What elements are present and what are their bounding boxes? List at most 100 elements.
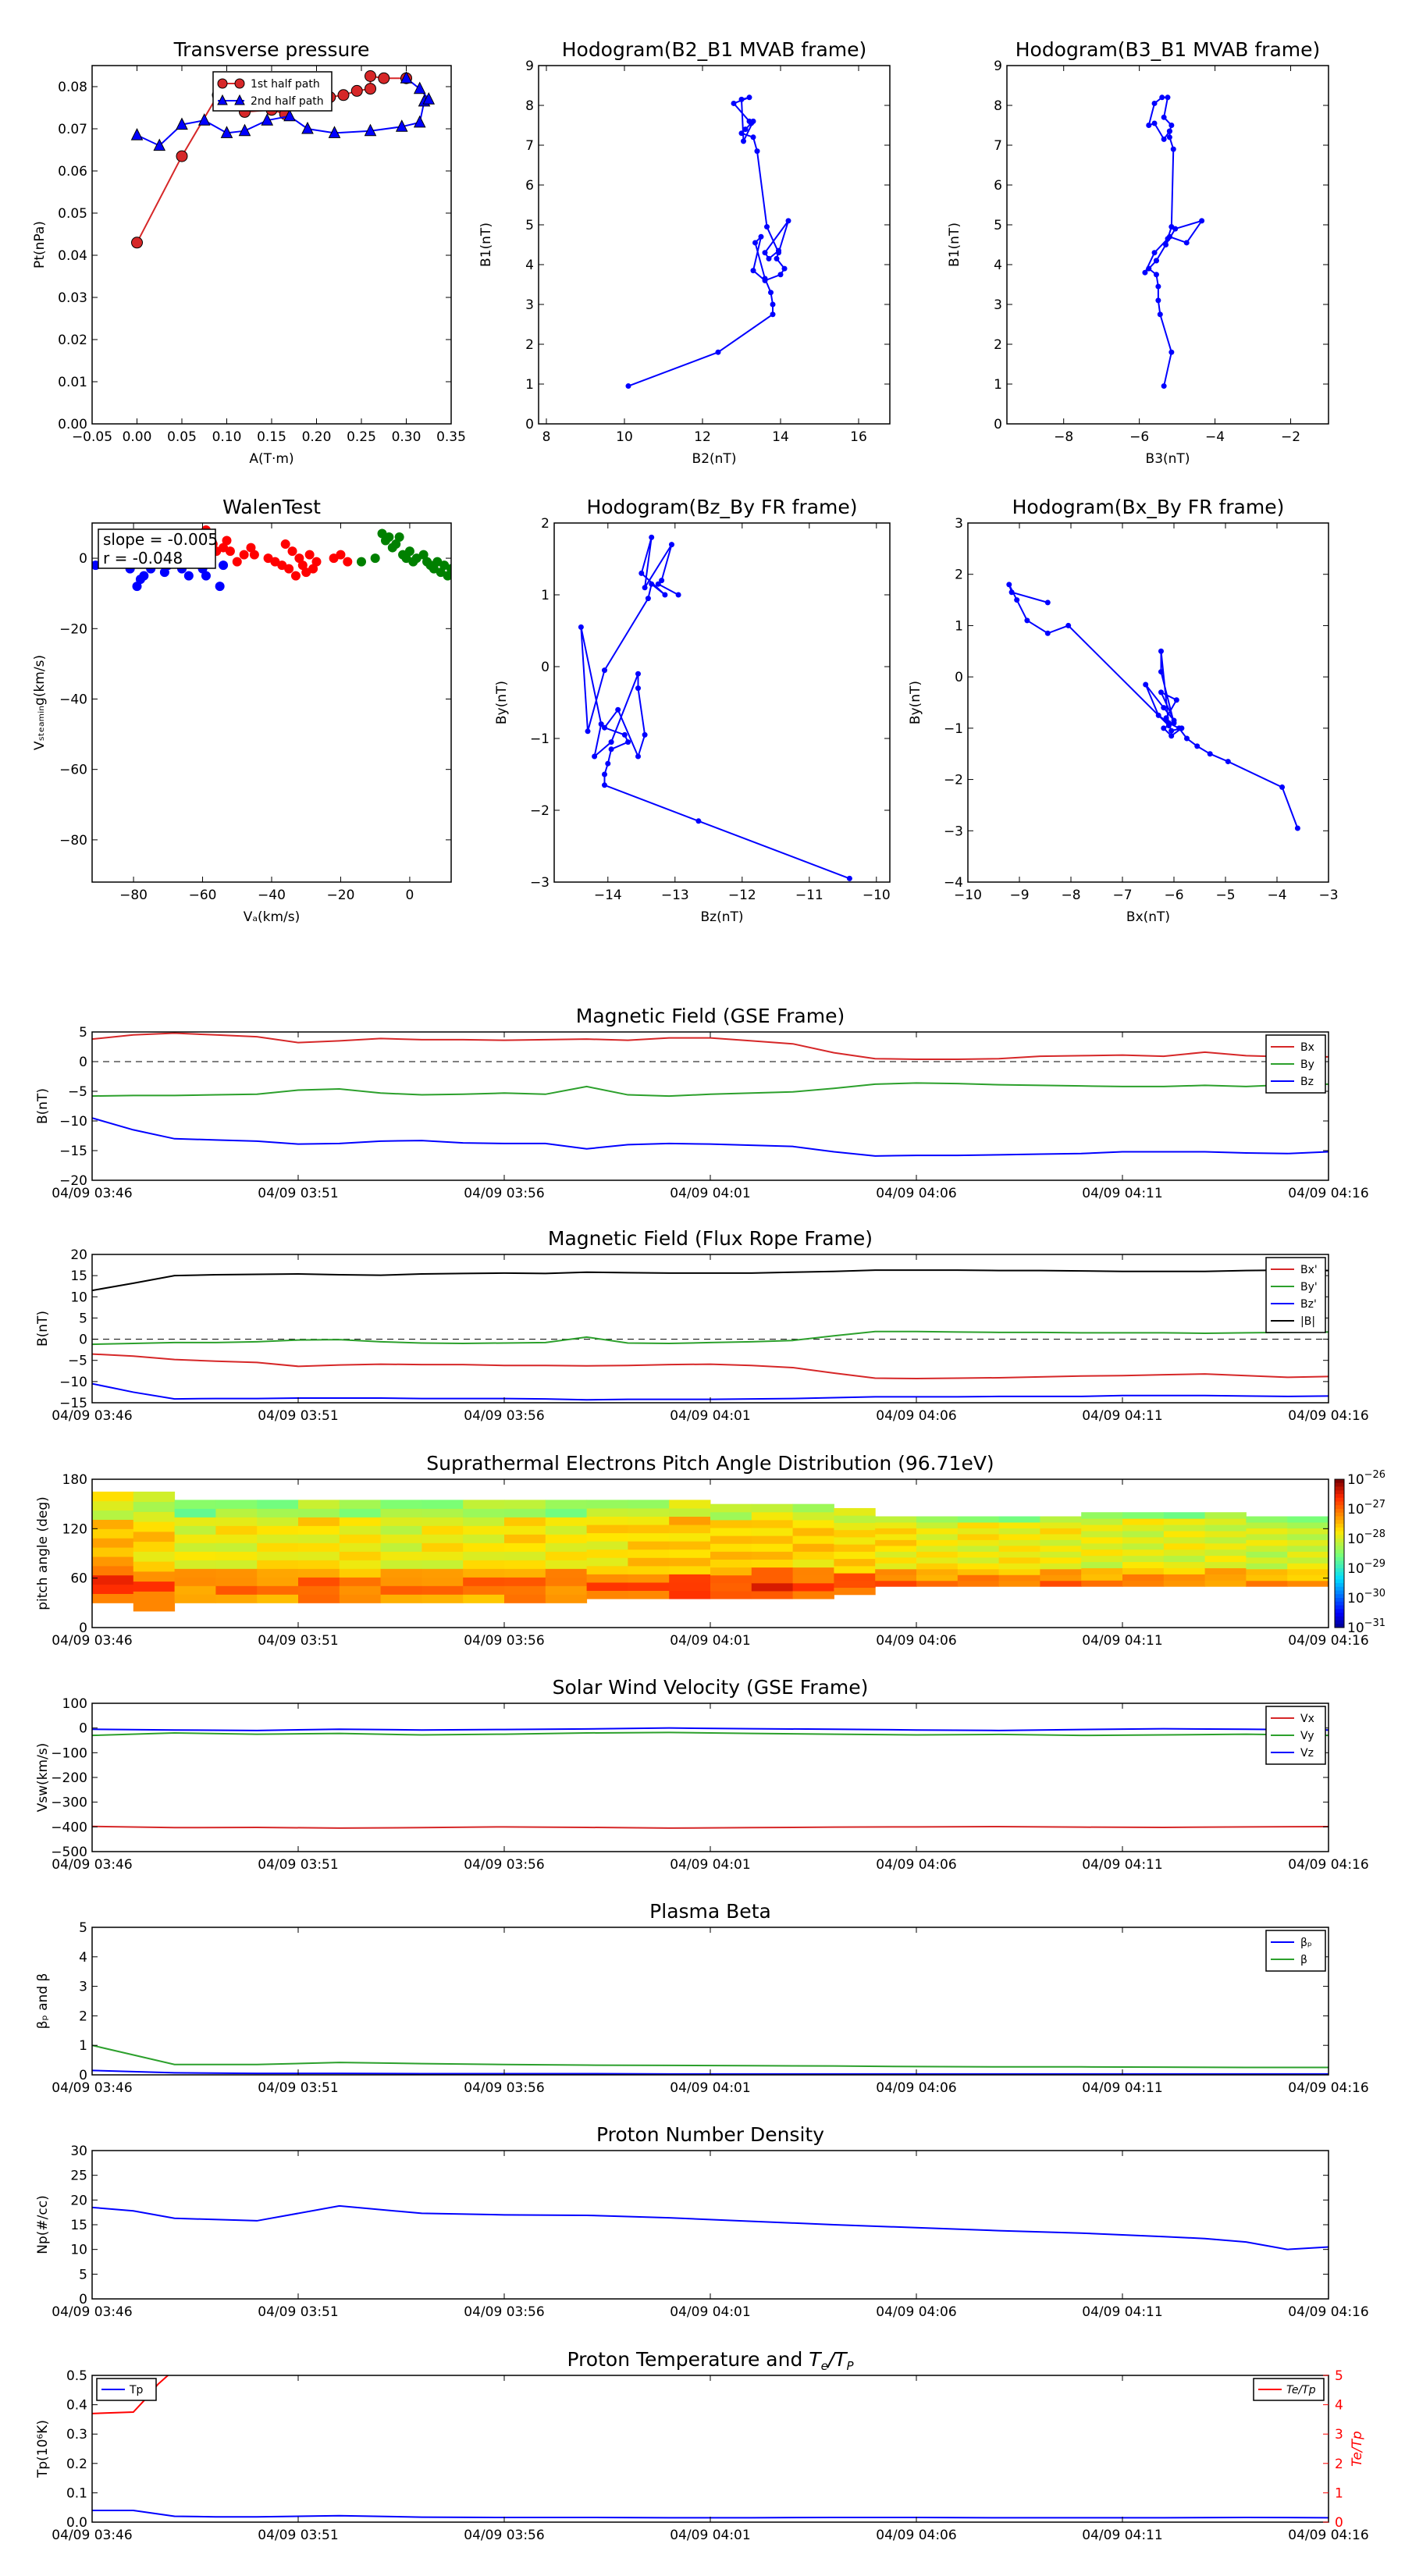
heatmap-cell — [215, 1577, 258, 1586]
heatmap-cell — [834, 1507, 876, 1516]
heatmap-cell — [628, 1549, 670, 1558]
heatmap-cell — [545, 1508, 588, 1517]
data-point — [1024, 617, 1030, 624]
heatmap-cell — [298, 1560, 340, 1569]
data-point — [1159, 94, 1165, 101]
plot-area — [92, 1491, 1329, 1612]
heatmap-cell — [916, 1551, 959, 1558]
heatmap-cell — [628, 1565, 670, 1574]
y-axis-label: pitch angle (deg) — [35, 1496, 51, 1610]
heatmap-cell — [710, 1551, 752, 1560]
x-tick-label: 14 — [772, 429, 789, 445]
legend-label: β — [1300, 1954, 1307, 1966]
heatmap-cell — [586, 1507, 628, 1517]
heatmap-cell — [174, 1534, 216, 1543]
data-point — [1161, 114, 1167, 120]
heatmap-cell — [1287, 1574, 1329, 1582]
panel-hodo_bxby: Hodogram(Bx_By FR frame)−10 −9 −8 −7 −6 −5 −4−… — [908, 496, 1339, 925]
heatmap-cell — [1163, 1567, 1206, 1574]
heatmap-cell — [1246, 1574, 1288, 1582]
scatter-point — [418, 550, 429, 560]
legend-marker — [217, 78, 228, 89]
heatmap-cell — [1246, 1533, 1288, 1540]
data-point — [592, 753, 598, 760]
heatmap-cell — [834, 1558, 876, 1567]
heatmap-cell — [957, 1568, 1000, 1575]
y-tick-label: 8 — [525, 98, 534, 114]
heatmap-cell — [998, 1580, 1040, 1587]
data-point — [635, 753, 641, 760]
heatmap-cell — [1040, 1563, 1082, 1570]
heatmap-cell — [339, 1542, 382, 1552]
y-tick-label: 2 — [541, 516, 550, 532]
colorbar-tick-exponent: −28 — [1364, 1528, 1385, 1540]
heatmap-cell — [257, 1517, 299, 1526]
heatmap-cell — [1246, 1539, 1288, 1546]
data-point — [1161, 383, 1167, 390]
data-point — [1155, 283, 1161, 290]
heatmap-cell — [133, 1561, 176, 1572]
x-tick-label: 04/09 03:46 — [52, 1408, 132, 1424]
heatmap-cell — [751, 1559, 794, 1568]
heatmap-cell — [751, 1511, 794, 1521]
scatter-point — [294, 553, 304, 564]
heatmap-cell — [422, 1577, 464, 1586]
scatter-point — [432, 557, 443, 567]
heatmap-cell — [586, 1557, 628, 1567]
scatter-point — [357, 557, 366, 567]
x-tick-label: −3 — [1318, 888, 1338, 903]
data-point — [635, 685, 641, 692]
title-te-sub: e — [821, 2359, 828, 2373]
y-tick-label: 0 — [79, 1621, 87, 1636]
heatmap-cell — [298, 1542, 340, 1552]
y-tick-label: −1 — [944, 721, 963, 737]
heatmap-cell — [875, 1551, 917, 1558]
x-tick-label: 04/09 04:06 — [876, 2080, 956, 2096]
heatmap-cell — [916, 1533, 959, 1540]
y-tick-label: −10 — [59, 1375, 87, 1390]
x-tick-label: −80 — [119, 888, 148, 903]
scatter-point — [439, 560, 450, 571]
heatmap-cell — [298, 1568, 340, 1578]
y-tick-label: 5 — [79, 2267, 87, 2282]
heatmap-cell — [875, 1516, 917, 1523]
data-point — [400, 71, 413, 84]
heatmap-cell — [1204, 1525, 1247, 1532]
data-point — [1155, 297, 1161, 304]
colorbar-segment — [1335, 1605, 1344, 1610]
heatmap-cell — [1040, 1539, 1082, 1546]
heatmap-cell — [174, 1517, 216, 1526]
x-tick-label: 04/09 03:56 — [464, 2080, 544, 2096]
heatmap-cell — [1287, 1539, 1329, 1546]
data-point — [608, 746, 614, 753]
heatmap-cell — [875, 1557, 917, 1564]
data-point — [1194, 743, 1200, 749]
heatmap-cell — [998, 1521, 1040, 1528]
y-axis-label: Tp(10⁶K) — [35, 2420, 51, 2478]
data-point — [770, 311, 776, 318]
plot-area — [92, 1269, 1329, 1401]
heatmap-cell — [998, 1539, 1040, 1546]
panel-title: Magnetic Field (Flux Rope Frame) — [548, 1227, 873, 1250]
panel-title: Hodogram(Bx_By FR frame) — [1012, 496, 1285, 518]
data-point — [649, 534, 655, 540]
x-tick-label: 04/09 04:06 — [876, 1633, 956, 1649]
heatmap-cell — [1122, 1574, 1165, 1581]
y-tick-label: −5 — [68, 1084, 87, 1100]
heatmap-cell — [1287, 1580, 1329, 1587]
heatmap-cell — [586, 1565, 628, 1574]
x-tick-label: −5 — [1215, 888, 1235, 903]
y-tick-label: −3 — [530, 875, 550, 891]
axes-frame — [91, 1254, 1329, 1404]
heatmap-cell — [133, 1591, 176, 1602]
legend-label: Vx — [1300, 1713, 1314, 1725]
y-tick-label: 0.2 — [66, 2457, 87, 2472]
plot-area — [92, 2204, 1329, 2250]
heatmap-cell — [998, 1568, 1040, 1575]
data-point — [337, 89, 350, 101]
heatmap-cell — [710, 1511, 752, 1521]
heatmap-cell — [792, 1543, 834, 1552]
y-tick-label: −60 — [59, 763, 87, 778]
scatter-point — [222, 535, 232, 546]
plot-area — [625, 94, 791, 390]
